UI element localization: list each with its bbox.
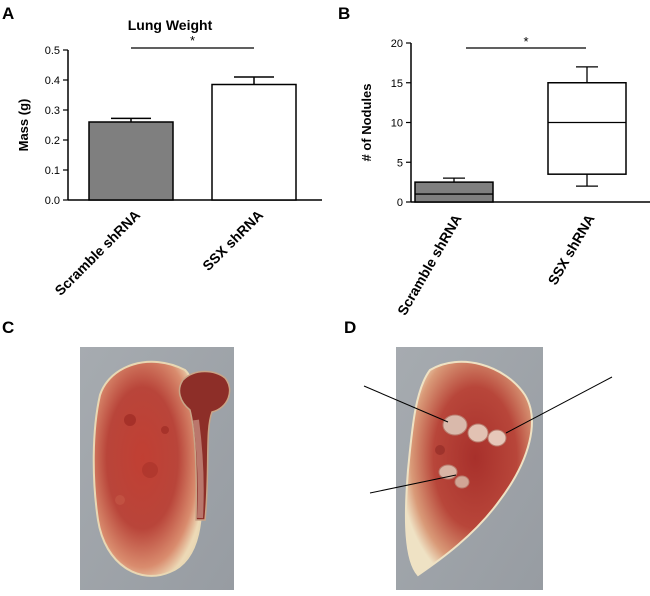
x-tick-label: Scramble shRNA — [394, 212, 465, 318]
lung-weight-chart: 0.0 0.1 0.2 0.3 0.4 0.5 Mass (g) Scramble shRNA… — [16, 17, 322, 298]
significance-marker: * — [190, 33, 195, 48]
arrow-line — [505, 376, 613, 434]
panel-label-a: A — [2, 4, 15, 23]
panel-label-c: C — [2, 318, 15, 337]
y-tick-label: 0.2 — [45, 135, 60, 147]
box — [547, 82, 627, 175]
significance-marker: * — [523, 34, 528, 49]
y-axis-title: # of Nodules — [359, 83, 374, 161]
arrow-line — [363, 385, 449, 423]
lung-photo-scramble — [80, 347, 234, 590]
y-tick-label: 15 — [391, 78, 403, 90]
panel-label-d: D — [344, 318, 357, 337]
panel-label-b: B — [338, 4, 351, 23]
y-tick-label: 0.3 — [45, 105, 60, 117]
y-axis-title: Mass (g) — [16, 99, 31, 152]
y-tick-label: 0.4 — [45, 75, 60, 87]
lung-photo-ssx — [363, 347, 613, 590]
y-tick-label: 0.5 — [45, 45, 60, 57]
chart-title: Lung Weight — [128, 17, 213, 33]
x-tick-label: SSX shRNA — [199, 207, 266, 274]
arrow-line — [369, 474, 457, 494]
bar — [211, 83, 297, 201]
x-tick-label: SSX shRNA — [544, 212, 597, 288]
box — [414, 181, 494, 203]
bar — [88, 121, 174, 201]
y-tick-label: 5 — [397, 157, 403, 169]
y-tick-label: 0 — [397, 197, 403, 209]
nodules-boxplot: 0 5 10 15 20 # of Nodules Scramble shRNA SSX sh… — [359, 34, 650, 318]
y-tick-label: 20 — [391, 38, 403, 50]
x-tick-label: Scramble shRNA — [51, 207, 143, 299]
y-tick-label: 0.0 — [45, 195, 60, 207]
y-tick-label: 0.1 — [45, 165, 60, 177]
y-tick-label: 10 — [391, 118, 403, 130]
